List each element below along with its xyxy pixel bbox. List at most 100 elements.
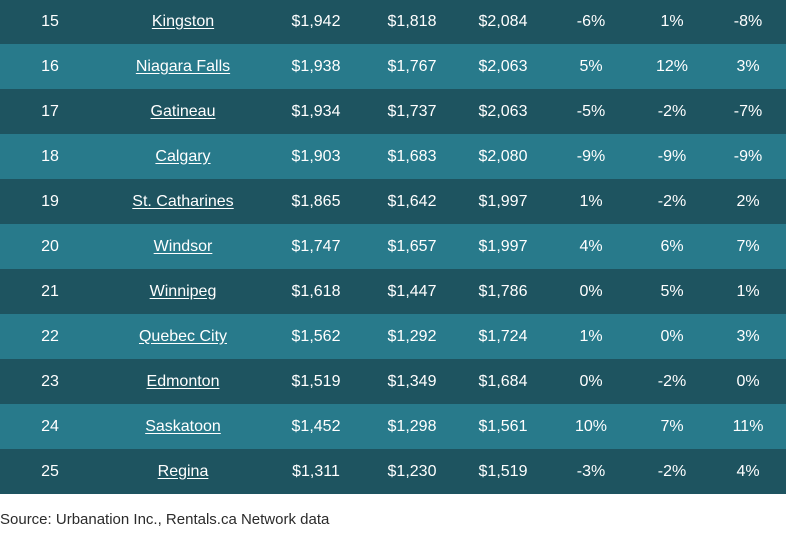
- city-cell: St. Catharines: [100, 179, 266, 224]
- total-rent-cell: $1,519: [266, 359, 366, 404]
- total-change-cell: -5%: [548, 89, 634, 134]
- total-rent-cell: $1,942: [266, 0, 366, 44]
- city-cell: Winnipeg: [100, 269, 266, 314]
- two-bed-rent-cell: $2,063: [458, 89, 548, 134]
- city-link[interactable]: St. Catharines: [132, 192, 234, 210]
- total-rent-cell: $1,938: [266, 44, 366, 89]
- total-rent-cell: $1,618: [266, 269, 366, 314]
- city-link[interactable]: Calgary: [155, 147, 211, 165]
- total-rent-cell: $1,747: [266, 224, 366, 269]
- one-bed-change-cell: 1%: [634, 0, 710, 44]
- table-row: 23 Edmonton $1,519 $1,349 $1,684 0% -2% 0%: [0, 359, 786, 404]
- one-bed-rent-cell: $1,298: [366, 404, 458, 449]
- two-bed-rent-cell: $2,084: [458, 0, 548, 44]
- table-row: 16 Niagara Falls $1,938 $1,767 $2,063 5% 12% 3%: [0, 44, 786, 89]
- two-bed-rent-cell: $1,997: [458, 179, 548, 224]
- one-bed-rent-cell: $1,230: [366, 449, 458, 494]
- one-bed-change-cell: 6%: [634, 224, 710, 269]
- two-bed-change-cell: 3%: [710, 314, 786, 359]
- two-bed-change-cell: 0%: [710, 359, 786, 404]
- two-bed-rent-cell: $2,063: [458, 44, 548, 89]
- one-bed-change-cell: 5%: [634, 269, 710, 314]
- one-bed-rent-cell: $1,657: [366, 224, 458, 269]
- two-bed-rent-cell: $1,519: [458, 449, 548, 494]
- total-rent-cell: $1,452: [266, 404, 366, 449]
- rank-cell: 21: [0, 269, 100, 314]
- one-bed-change-cell: -9%: [634, 134, 710, 179]
- two-bed-change-cell: -7%: [710, 89, 786, 134]
- total-rent-cell: $1,311: [266, 449, 366, 494]
- one-bed-rent-cell: $1,349: [366, 359, 458, 404]
- two-bed-rent-cell: $2,080: [458, 134, 548, 179]
- one-bed-change-cell: 0%: [634, 314, 710, 359]
- table-row: 19 St. Catharines $1,865 $1,642 $1,997 1% -2% 2…: [0, 179, 786, 224]
- city-link[interactable]: Regina: [157, 462, 209, 480]
- total-change-cell: 1%: [548, 179, 634, 224]
- one-bed-change-cell: -2%: [634, 449, 710, 494]
- total-change-cell: 0%: [548, 359, 634, 404]
- rank-cell: 19: [0, 179, 100, 224]
- table-row: 24 Saskatoon $1,452 $1,298 $1,561 10% 7% 11%: [0, 404, 786, 449]
- total-change-cell: 1%: [548, 314, 634, 359]
- city-link[interactable]: Niagara Falls: [135, 57, 231, 75]
- table-row: 17 Gatineau $1,934 $1,737 $2,063 -5% -2% -7%: [0, 89, 786, 134]
- city-link[interactable]: Edmonton: [146, 372, 220, 390]
- one-bed-change-cell: 12%: [634, 44, 710, 89]
- one-bed-rent-cell: $1,447: [366, 269, 458, 314]
- one-bed-rent-cell: $1,642: [366, 179, 458, 224]
- total-rent-cell: $1,865: [266, 179, 366, 224]
- total-change-cell: -6%: [548, 0, 634, 44]
- city-link[interactable]: Saskatoon: [145, 417, 221, 435]
- two-bed-change-cell: 3%: [710, 44, 786, 89]
- city-link[interactable]: Kingston: [151, 13, 215, 30]
- total-rent-cell: $1,562: [266, 314, 366, 359]
- city-link[interactable]: Quebec City: [138, 327, 228, 345]
- city-link[interactable]: Winnipeg: [149, 282, 217, 300]
- one-bed-rent-cell: $1,737: [366, 89, 458, 134]
- two-bed-rent-cell: $1,997: [458, 224, 548, 269]
- city-link[interactable]: Windsor: [153, 237, 213, 255]
- city-cell: Windsor: [100, 224, 266, 269]
- city-cell: Niagara Falls: [100, 44, 266, 89]
- two-bed-rent-cell: $1,786: [458, 269, 548, 314]
- total-rent-cell: $1,934: [266, 89, 366, 134]
- rent-ranking-table: 15 Kingston $1,942 $1,818 $2,084 -6% 1% -8% 16 Ni…: [0, 0, 786, 494]
- table-row: 21 Winnipeg $1,618 $1,447 $1,786 0% 5% 1%: [0, 269, 786, 314]
- one-bed-change-cell: 7%: [634, 404, 710, 449]
- city-link[interactable]: Gatineau: [150, 102, 216, 120]
- two-bed-change-cell: 7%: [710, 224, 786, 269]
- total-change-cell: -3%: [548, 449, 634, 494]
- total-change-cell: 5%: [548, 44, 634, 89]
- city-cell: Quebec City: [100, 314, 266, 359]
- one-bed-rent-cell: $1,683: [366, 134, 458, 179]
- table-row: 25 Regina $1,311 $1,230 $1,519 -3% -2% 4%: [0, 449, 786, 494]
- city-cell: Gatineau: [100, 89, 266, 134]
- rank-cell: 16: [0, 44, 100, 89]
- one-bed-change-cell: -2%: [634, 89, 710, 134]
- two-bed-change-cell: -9%: [710, 134, 786, 179]
- source-note: Source: Urbanation Inc., Rentals.ca Netw…: [0, 511, 330, 528]
- total-rent-cell: $1,903: [266, 134, 366, 179]
- total-change-cell: -9%: [548, 134, 634, 179]
- one-bed-change-cell: -2%: [634, 179, 710, 224]
- rank-cell: 20: [0, 224, 100, 269]
- rank-cell: 23: [0, 359, 100, 404]
- table-row: 20 Windsor $1,747 $1,657 $1,997 4% 6% 7%: [0, 224, 786, 269]
- total-change-cell: 10%: [548, 404, 634, 449]
- rank-cell: 17: [0, 89, 100, 134]
- one-bed-change-cell: -2%: [634, 359, 710, 404]
- rank-cell: 15: [0, 0, 100, 44]
- two-bed-rent-cell: $1,561: [458, 404, 548, 449]
- one-bed-rent-cell: $1,767: [366, 44, 458, 89]
- rank-cell: 24: [0, 404, 100, 449]
- city-cell: Regina: [100, 449, 266, 494]
- table-row: 18 Calgary $1,903 $1,683 $2,080 -9% -9% -9%: [0, 134, 786, 179]
- two-bed-change-cell: 1%: [710, 269, 786, 314]
- rank-cell: 18: [0, 134, 100, 179]
- city-cell: Kingston: [100, 0, 266, 44]
- city-cell: Calgary: [100, 134, 266, 179]
- city-cell: Saskatoon: [100, 404, 266, 449]
- one-bed-rent-cell: $1,818: [366, 0, 458, 44]
- two-bed-change-cell: 2%: [710, 179, 786, 224]
- total-change-cell: 4%: [548, 224, 634, 269]
